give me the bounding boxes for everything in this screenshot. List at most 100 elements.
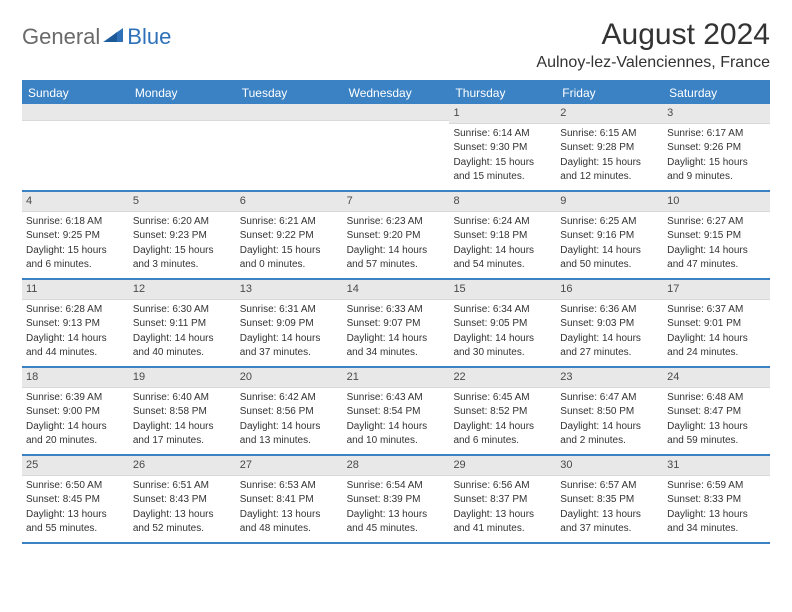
day-line: Sunrise: 6:21 AM: [240, 215, 339, 229]
day-content: Sunrise: 6:36 AMSunset: 9:03 PMDaylight:…: [556, 300, 663, 365]
day-line: and 57 minutes.: [347, 258, 446, 272]
day-cell: 12Sunrise: 6:30 AMSunset: 9:11 PMDayligh…: [129, 280, 236, 366]
day-line: Sunrise: 6:56 AM: [453, 479, 552, 493]
day-cell: 28Sunrise: 6:54 AMSunset: 8:39 PMDayligh…: [343, 456, 450, 542]
day-line: Sunset: 8:52 PM: [453, 405, 552, 419]
logo: General Blue: [22, 18, 171, 50]
day-content: Sunrise: 6:24 AMSunset: 9:18 PMDaylight:…: [449, 212, 556, 277]
day-line: Sunrise: 6:34 AM: [453, 303, 552, 317]
day-cell: 29Sunrise: 6:56 AMSunset: 8:37 PMDayligh…: [449, 456, 556, 542]
day-line: Sunrise: 6:23 AM: [347, 215, 446, 229]
day-line: and 20 minutes.: [26, 434, 125, 448]
day-line: Daylight: 14 hours: [453, 420, 552, 434]
day-line: Sunrise: 6:33 AM: [347, 303, 446, 317]
day-number: 20: [236, 368, 343, 388]
day-line: and 54 minutes.: [453, 258, 552, 272]
day-line: Sunrise: 6:57 AM: [560, 479, 659, 493]
day-cell: 2Sunrise: 6:15 AMSunset: 9:28 PMDaylight…: [556, 104, 663, 190]
day-header: Thursday: [449, 82, 556, 104]
logo-text-general: General: [22, 24, 100, 50]
day-line: Sunset: 9:30 PM: [453, 141, 552, 155]
day-line: Sunset: 8:37 PM: [453, 493, 552, 507]
day-line: Sunrise: 6:53 AM: [240, 479, 339, 493]
day-line: Daylight: 14 hours: [347, 332, 446, 346]
day-line: Sunrise: 6:36 AM: [560, 303, 659, 317]
day-cell: 24Sunrise: 6:48 AMSunset: 8:47 PMDayligh…: [663, 368, 770, 454]
day-header: Friday: [556, 82, 663, 104]
day-line: Sunset: 8:58 PM: [133, 405, 232, 419]
day-line: Daylight: 15 hours: [453, 156, 552, 170]
day-content: Sunrise: 6:15 AMSunset: 9:28 PMDaylight:…: [556, 124, 663, 189]
week-row: 11Sunrise: 6:28 AMSunset: 9:13 PMDayligh…: [22, 280, 770, 368]
day-number: 21: [343, 368, 450, 388]
day-line: Daylight: 13 hours: [667, 508, 766, 522]
day-cell: 10Sunrise: 6:27 AMSunset: 9:15 PMDayligh…: [663, 192, 770, 278]
day-line: Daylight: 15 hours: [240, 244, 339, 258]
day-cell: 6Sunrise: 6:21 AMSunset: 9:22 PMDaylight…: [236, 192, 343, 278]
day-line: Sunset: 9:20 PM: [347, 229, 446, 243]
day-line: Daylight: 14 hours: [26, 332, 125, 346]
day-line: Daylight: 14 hours: [667, 332, 766, 346]
day-line: Daylight: 13 hours: [560, 508, 659, 522]
day-line: Daylight: 13 hours: [26, 508, 125, 522]
day-content: Sunrise: 6:23 AMSunset: 9:20 PMDaylight:…: [343, 212, 450, 277]
day-line: Daylight: 14 hours: [133, 420, 232, 434]
day-line: Sunset: 8:45 PM: [26, 493, 125, 507]
day-cell: 23Sunrise: 6:47 AMSunset: 8:50 PMDayligh…: [556, 368, 663, 454]
day-line: Daylight: 13 hours: [133, 508, 232, 522]
day-cell: 14Sunrise: 6:33 AMSunset: 9:07 PMDayligh…: [343, 280, 450, 366]
day-number: 19: [129, 368, 236, 388]
day-cell: 19Sunrise: 6:40 AMSunset: 8:58 PMDayligh…: [129, 368, 236, 454]
day-content: Sunrise: 6:48 AMSunset: 8:47 PMDaylight:…: [663, 388, 770, 453]
day-cell: 17Sunrise: 6:37 AMSunset: 9:01 PMDayligh…: [663, 280, 770, 366]
day-line: and 50 minutes.: [560, 258, 659, 272]
day-line: Daylight: 13 hours: [240, 508, 339, 522]
day-cell: 8Sunrise: 6:24 AMSunset: 9:18 PMDaylight…: [449, 192, 556, 278]
day-line: and 2 minutes.: [560, 434, 659, 448]
day-content: Sunrise: 6:45 AMSunset: 8:52 PMDaylight:…: [449, 388, 556, 453]
day-line: and 34 minutes.: [667, 522, 766, 536]
day-line: Sunset: 8:33 PM: [667, 493, 766, 507]
day-cell: 30Sunrise: 6:57 AMSunset: 8:35 PMDayligh…: [556, 456, 663, 542]
day-line: Sunset: 8:47 PM: [667, 405, 766, 419]
day-line: Sunrise: 6:42 AM: [240, 391, 339, 405]
day-line: Sunset: 9:09 PM: [240, 317, 339, 331]
day-number: 7: [343, 192, 450, 212]
day-header: Sunday: [22, 82, 129, 104]
day-line: and 30 minutes.: [453, 346, 552, 360]
day-line: Sunrise: 6:30 AM: [133, 303, 232, 317]
week-row: 25Sunrise: 6:50 AMSunset: 8:45 PMDayligh…: [22, 456, 770, 544]
day-line: Sunset: 9:26 PM: [667, 141, 766, 155]
day-line: Sunrise: 6:50 AM: [26, 479, 125, 493]
day-cell: 21Sunrise: 6:43 AMSunset: 8:54 PMDayligh…: [343, 368, 450, 454]
day-number: 13: [236, 280, 343, 300]
day-line: Sunrise: 6:18 AM: [26, 215, 125, 229]
day-content: Sunrise: 6:14 AMSunset: 9:30 PMDaylight:…: [449, 124, 556, 189]
calendar: SundayMondayTuesdayWednesdayThursdayFrid…: [22, 80, 770, 544]
day-line: Sunset: 8:56 PM: [240, 405, 339, 419]
day-header-row: SundayMondayTuesdayWednesdayThursdayFrid…: [22, 82, 770, 104]
day-cell: 27Sunrise: 6:53 AMSunset: 8:41 PMDayligh…: [236, 456, 343, 542]
day-content: Sunrise: 6:25 AMSunset: 9:16 PMDaylight:…: [556, 212, 663, 277]
day-line: Sunrise: 6:39 AM: [26, 391, 125, 405]
month-title: August 2024: [536, 18, 770, 52]
title-block: August 2024 Aulnoy-lez-Valenciennes, Fra…: [536, 18, 770, 72]
day-line: Sunset: 9:25 PM: [26, 229, 125, 243]
day-line: Sunset: 8:43 PM: [133, 493, 232, 507]
day-line: Sunset: 8:54 PM: [347, 405, 446, 419]
day-content: Sunrise: 6:59 AMSunset: 8:33 PMDaylight:…: [663, 476, 770, 541]
day-cell: 18Sunrise: 6:39 AMSunset: 9:00 PMDayligh…: [22, 368, 129, 454]
day-line: and 17 minutes.: [133, 434, 232, 448]
day-line: Sunrise: 6:48 AM: [667, 391, 766, 405]
day-line: Sunrise: 6:59 AM: [667, 479, 766, 493]
day-number: 9: [556, 192, 663, 212]
day-cell: 16Sunrise: 6:36 AMSunset: 9:03 PMDayligh…: [556, 280, 663, 366]
day-line: Daylight: 14 hours: [453, 244, 552, 258]
day-number: 14: [343, 280, 450, 300]
day-line: and 15 minutes.: [453, 170, 552, 184]
day-content: Sunrise: 6:30 AMSunset: 9:11 PMDaylight:…: [129, 300, 236, 365]
day-content: Sunrise: 6:20 AMSunset: 9:23 PMDaylight:…: [129, 212, 236, 277]
day-cell: 13Sunrise: 6:31 AMSunset: 9:09 PMDayligh…: [236, 280, 343, 366]
day-line: Sunrise: 6:51 AM: [133, 479, 232, 493]
day-header: Tuesday: [236, 82, 343, 104]
